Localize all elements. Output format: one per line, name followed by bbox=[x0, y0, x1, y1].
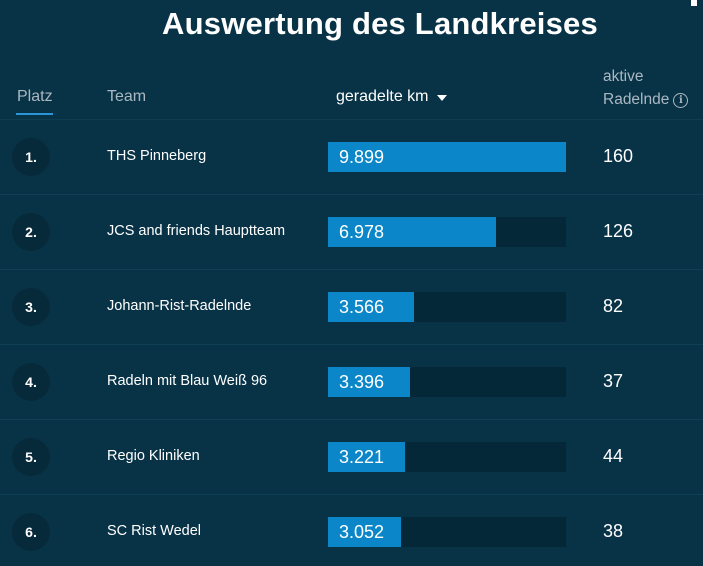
km-value: 3.396 bbox=[339, 372, 385, 392]
column-header-active-riders-line2: Radelnde bbox=[603, 91, 670, 108]
sort-descending-icon bbox=[436, 94, 447, 101]
page-title: Auswertung des Landkreises bbox=[162, 6, 598, 41]
rank-badge: 3. bbox=[12, 288, 50, 326]
info-icon[interactable]: i bbox=[673, 93, 689, 108]
km-value: 9.899 bbox=[339, 147, 385, 167]
column-header-platz[interactable]: Platz bbox=[17, 88, 53, 105]
km-bar-track: 3.221 bbox=[328, 442, 566, 472]
km-value: 6.978 bbox=[339, 222, 385, 242]
team-name[interactable]: Johann-Rist-Radelnde bbox=[107, 298, 252, 314]
corner-mark bbox=[691, 0, 697, 6]
table-body: 1. THS Pinneberg 9.899 160 2. JCS and friends… bbox=[0, 120, 703, 566]
km-bar-track: 3.052 bbox=[328, 517, 566, 547]
active-riders-count: 44 bbox=[603, 446, 624, 466]
team-name[interactable]: THS Pinneberg bbox=[107, 148, 207, 164]
column-header-active-riders-line1: aktive bbox=[603, 68, 644, 85]
header-divider bbox=[0, 119, 703, 120]
column-header-active-riders[interactable]: aktive Radelnde i bbox=[603, 65, 689, 111]
column-header-team[interactable]: Team bbox=[107, 88, 147, 105]
rank-badge: 4. bbox=[12, 363, 50, 401]
table-row[interactable]: 5. Regio Kliniken 3.221 44 bbox=[0, 420, 703, 495]
km-value: 3.052 bbox=[339, 522, 385, 542]
table-row[interactable]: 6. SC Rist Wedel 3.052 38 bbox=[0, 495, 703, 566]
km-value: 3.566 bbox=[339, 297, 385, 317]
team-name[interactable]: Radeln mit Blau Weiß 96 bbox=[107, 373, 268, 389]
active-riders-count: 160 bbox=[603, 146, 634, 166]
rank-badge: 2. bbox=[12, 213, 50, 251]
team-name[interactable]: Regio Kliniken bbox=[107, 448, 200, 464]
table-row[interactable]: 1. THS Pinneberg 9.899 160 bbox=[0, 120, 703, 195]
column-header-km[interactable]: geradelte km bbox=[336, 88, 447, 106]
active-riders-count: 38 bbox=[603, 521, 624, 541]
table-row[interactable]: 3. Johann-Rist-Radelnde 3.566 82 bbox=[0, 270, 703, 345]
team-name[interactable]: SC Rist Wedel bbox=[107, 523, 202, 539]
active-riders-count: 37 bbox=[603, 371, 624, 391]
km-bar-fill bbox=[328, 442, 405, 472]
km-bar-fill bbox=[328, 142, 566, 172]
km-bar-fill bbox=[328, 517, 401, 547]
table-row[interactable]: 2. JCS and friends Hauptteam 6.978 126 bbox=[0, 195, 703, 270]
table-row[interactable]: 4. Radeln mit Blau Weiß 96 3.396 37 bbox=[0, 345, 703, 420]
km-bar-track: 9.899 bbox=[328, 142, 566, 172]
column-header-km-label: geradelte km bbox=[336, 88, 429, 105]
km-bar-track: 6.978 bbox=[328, 217, 566, 247]
km-bar-fill bbox=[328, 367, 410, 397]
rank-badge: 6. bbox=[12, 513, 50, 551]
active-riders-count: 82 bbox=[603, 296, 624, 316]
active-riders-count: 126 bbox=[603, 221, 634, 241]
team-name[interactable]: JCS and friends Hauptteam bbox=[107, 223, 286, 239]
table-header: Platz Team geradelte km aktive Radelnde i bbox=[0, 60, 703, 120]
km-bar-track: 3.566 bbox=[328, 292, 566, 322]
km-bar-fill bbox=[328, 292, 414, 322]
rank-badge: 1. bbox=[12, 138, 50, 176]
km-bar-fill bbox=[328, 217, 496, 247]
km-bar-track: 3.396 bbox=[328, 367, 566, 397]
active-column-underline bbox=[16, 113, 53, 115]
km-value: 3.221 bbox=[339, 447, 385, 467]
rank-badge: 5. bbox=[12, 438, 50, 476]
